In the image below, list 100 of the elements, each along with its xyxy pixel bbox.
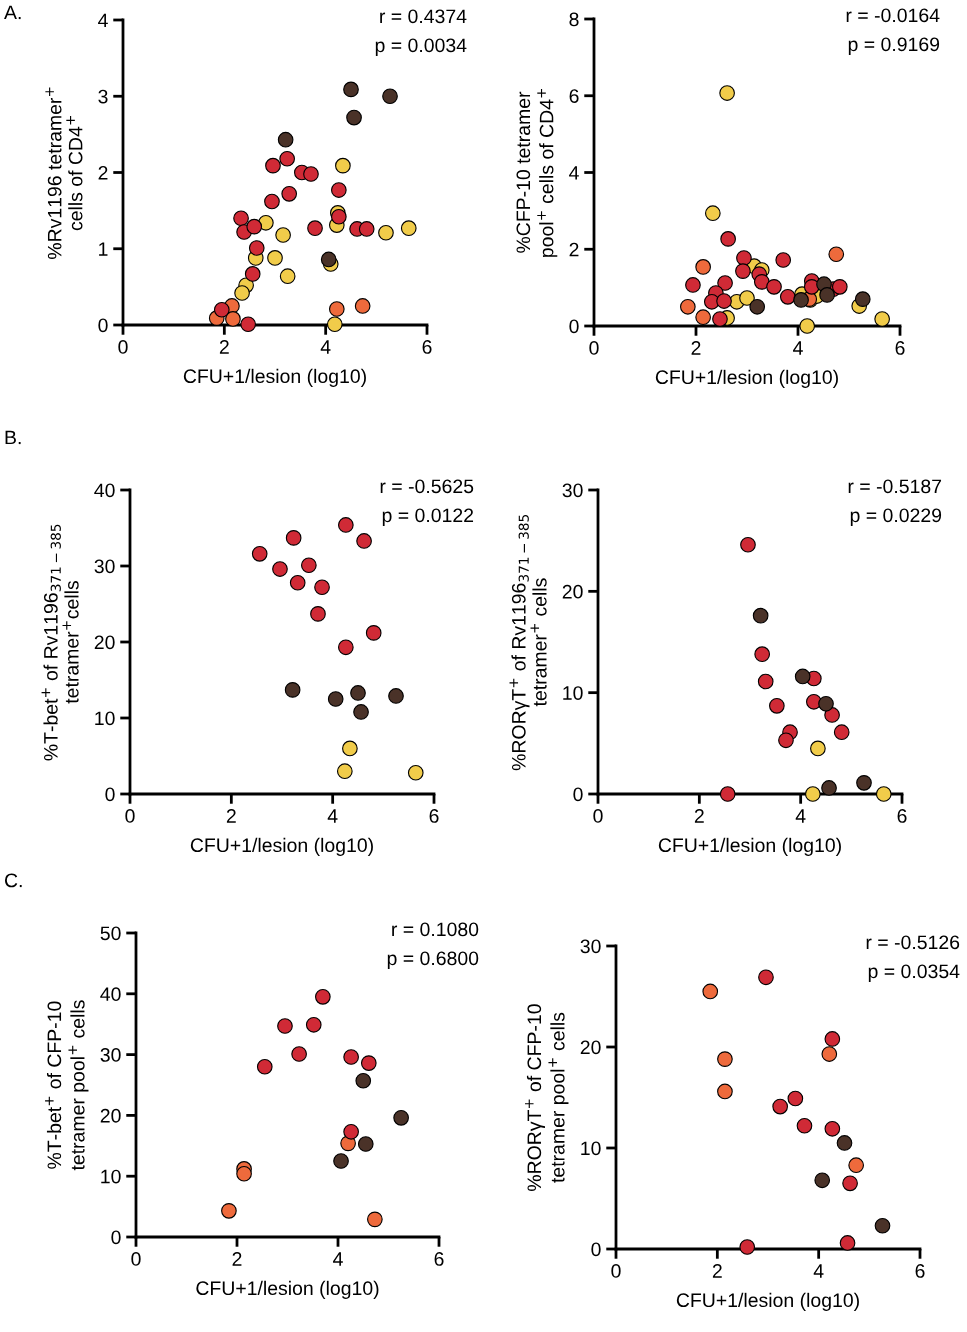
- point: [736, 250, 752, 266]
- point: [821, 780, 837, 796]
- x-tick-label: 0: [611, 1264, 621, 1278]
- point: [354, 298, 371, 314]
- y-tick-label: 10: [563, 686, 583, 700]
- x-tick-label: 6: [897, 809, 907, 823]
- point: [240, 316, 256, 333]
- y-tick-label: 30: [580, 939, 601, 954]
- y-tick-label: 30: [562, 483, 583, 498]
- chart-title: C.: [4, 873, 22, 888]
- y-tick-label: 20: [94, 635, 115, 650]
- x-tick-label: 2: [712, 1264, 722, 1278]
- point: [333, 1153, 349, 1169]
- point: [365, 625, 382, 641]
- x-tick-label: 6: [422, 340, 432, 354]
- x-tick-label: 0: [131, 1252, 141, 1266]
- point: [739, 290, 755, 306]
- point: [831, 279, 848, 295]
- point: [367, 1211, 383, 1228]
- point: [289, 574, 306, 591]
- point: [796, 1117, 813, 1134]
- point: [793, 292, 809, 308]
- point: [839, 1235, 856, 1251]
- point: [702, 983, 719, 1000]
- annotation: p = 0.9169: [848, 37, 940, 56]
- x-axis-title: CFU+1/lesion (log10): [655, 369, 838, 388]
- point: [685, 277, 701, 293]
- x-tick-label: 2: [232, 1252, 242, 1266]
- point: [251, 546, 268, 562]
- annotation: r = -0.5126: [866, 935, 960, 950]
- x-tick-label: 0: [125, 809, 135, 823]
- point: [720, 231, 736, 247]
- point: [824, 1031, 841, 1047]
- point: [821, 1046, 838, 1062]
- text: %Rv1196 tetramer$^{+}$ cells of CD4$^{+}$: [45, 87, 83, 260]
- point: [221, 1203, 237, 1219]
- x-tick-label: 6: [915, 1264, 925, 1278]
- point: [310, 606, 326, 622]
- annotation: r = -0.5187: [848, 479, 942, 494]
- y-tick-label: 8: [569, 12, 579, 27]
- point: [213, 301, 230, 318]
- y-tick-label: 50: [100, 926, 121, 941]
- point: [787, 1090, 804, 1107]
- point: [717, 275, 733, 291]
- point: [766, 279, 782, 295]
- point: [695, 259, 711, 275]
- point: [407, 764, 424, 781]
- point: [303, 166, 319, 182]
- point: [225, 311, 241, 327]
- point: [719, 786, 736, 802]
- y-tick-label: 0: [98, 318, 108, 333]
- chart-title: B.: [5, 430, 21, 445]
- point: [848, 1157, 864, 1174]
- y-tick-label: 40: [100, 987, 121, 1002]
- point: [778, 732, 794, 749]
- point: [353, 704, 369, 720]
- point: [772, 1098, 788, 1115]
- x-tick-label: 6: [429, 809, 439, 823]
- point: [267, 250, 283, 266]
- y-tick-label: 2: [569, 242, 579, 257]
- x-tick-label: 2: [219, 340, 229, 354]
- x-axis-title: CFU+1/lesion (log10): [190, 837, 373, 856]
- point: [874, 311, 890, 327]
- x-axis-title: CFU+1/lesion (log10): [196, 1280, 379, 1299]
- y-tick-label: 20: [100, 1108, 121, 1123]
- annotation: p = 0.0354: [868, 964, 960, 983]
- point: [735, 263, 751, 279]
- point: [740, 536, 756, 553]
- y-tick-label: 10: [101, 1169, 121, 1184]
- annotation: r = -0.0164: [846, 8, 940, 23]
- point: [301, 557, 317, 574]
- x-tick-label: 4: [320, 340, 331, 354]
- point: [357, 1136, 374, 1152]
- annotation: p = 0.6800: [387, 951, 479, 970]
- point: [328, 301, 345, 317]
- point: [680, 298, 696, 315]
- point: [331, 208, 347, 225]
- point: [757, 673, 774, 690]
- y-tick-label: 20: [562, 584, 583, 599]
- point: [804, 786, 821, 802]
- point: [819, 287, 835, 303]
- point: [358, 221, 375, 237]
- point: [327, 691, 344, 707]
- point: [717, 1051, 733, 1067]
- point: [719, 85, 735, 101]
- x-tick-label: 2: [691, 341, 701, 355]
- x-tick-label: 4: [327, 809, 338, 823]
- y-tick-label: 10: [95, 711, 115, 726]
- point: [704, 205, 721, 222]
- point: [717, 1083, 733, 1100]
- y-tick-label: 2: [98, 165, 108, 180]
- point: [291, 1046, 307, 1062]
- point: [336, 763, 353, 780]
- x-tick-label: 6: [434, 1252, 444, 1266]
- y-tick-label: 4: [569, 166, 579, 180]
- point: [803, 279, 820, 295]
- point: [752, 607, 769, 624]
- point: [236, 1165, 252, 1182]
- point: [818, 695, 834, 712]
- point: [277, 1018, 293, 1034]
